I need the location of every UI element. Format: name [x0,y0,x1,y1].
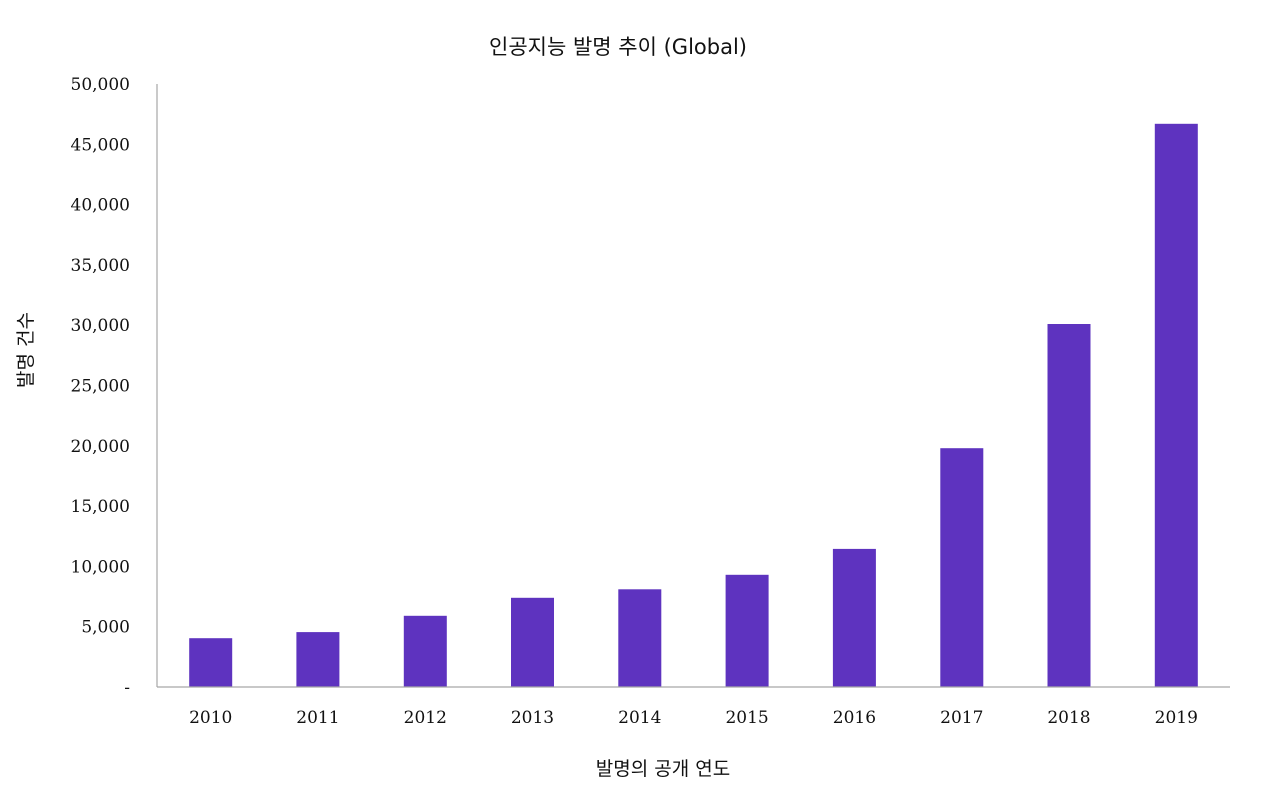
y-tick-label: 30,000 [71,316,130,336]
bar-2018 [1047,324,1091,687]
y-axis-title: 발명 건수 [15,312,37,388]
y-tick-label: 50,000 [71,75,130,95]
chart-title: 인공지능 발명 추이 (Global) [489,35,747,59]
x-tick-labels-group: 2010 2011 2012 2013 2014 2015 2016 2017 2018 2019 [189,708,1198,728]
axes-group [156,84,1230,688]
x-tick-label-2010: 2010 [189,708,232,728]
y-tick-label: 20,000 [71,437,130,457]
x-tick-label-2018: 2018 [1047,708,1090,728]
y-tick-label: - [124,678,130,698]
bar-2014 [618,589,662,687]
x-tick-label-2015: 2015 [725,708,768,728]
x-tick-label-2019: 2019 [1155,708,1198,728]
x-tick-label-2014: 2014 [618,708,661,728]
bar-2015 [725,574,769,687]
y-tick-labels-group: - 5,000 10,000 15,000 20,000 25,000 30,000 35,0… [71,75,130,698]
bar-2017 [940,448,984,687]
y-tick-label: 25,000 [71,377,130,397]
y-tick-label: 35,000 [71,256,130,276]
x-tick-label-2013: 2013 [511,708,554,728]
y-tick-label: 10,000 [71,557,130,577]
bar-2010 [189,638,233,687]
bar-2016 [832,548,876,687]
x-tick-label-2012: 2012 [404,708,447,728]
x-axis-title: 발명의 공개 연도 [596,758,730,780]
y-tick-label: 5,000 [81,618,130,638]
x-tick-label-2017: 2017 [940,708,983,728]
y-tick-label: 40,000 [71,196,130,216]
bar-2019 [1154,123,1198,688]
x-tick-label-2016: 2016 [833,708,876,728]
bar-2013 [511,597,554,687]
bar-2012 [403,615,447,687]
bar-2011 [296,632,340,687]
x-tick-label-2011: 2011 [296,708,339,728]
bars-group [189,123,1198,688]
y-tick-label: 45,000 [71,135,130,155]
y-tick-label: 15,000 [71,497,130,517]
